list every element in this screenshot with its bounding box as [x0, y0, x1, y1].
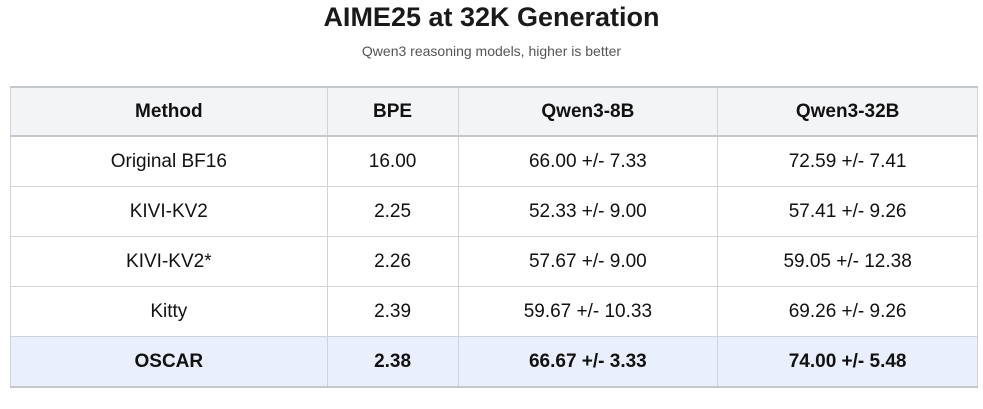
- table-cell: Original BF16: [10, 135, 328, 187]
- table-cell: 59.67 +/- 10.33: [457, 286, 719, 337]
- title: AIME25 at 32K Generation: [323, 2, 660, 32]
- table-row: KIVI-KV2* 2.26 57.67 +/- 9.00 59.05 +/- 12.…: [10, 236, 978, 287]
- table-body: Original BF16 16.00 66.00 +/- 7.33 72.59 +/…: [10, 135, 978, 388]
- table-cell: 57.41 +/- 9.26: [717, 186, 978, 237]
- table-cell: 2.39: [326, 286, 459, 337]
- table-cell: 52.33 +/- 9.00: [457, 186, 719, 237]
- table-row: OSCAR 2.38 66.67 +/- 3.33 74.00 +/- 5.48: [10, 336, 978, 388]
- table-row: Original BF16 16.00 66.00 +/- 7.33 72.59 +/…: [10, 135, 978, 187]
- table-cell: 66.67 +/- 3.33: [457, 336, 719, 388]
- table-cell: 16.00: [326, 135, 459, 187]
- column-header: BPE: [326, 86, 459, 137]
- table-cell: 74.00 +/- 5.48: [717, 336, 978, 388]
- header-row: Method BPE Qwen3-8B Qwen3-32B: [10, 86, 978, 137]
- table-cell: KIVI-KV2*: [10, 236, 328, 287]
- table-cell: 69.26 +/- 9.26: [717, 286, 978, 337]
- table-cell: 2.26: [326, 236, 459, 287]
- table-row: KIVI-KV2 2.25 52.33 +/- 9.00 57.41 +/- 9.26: [10, 186, 978, 237]
- table-cell: 2.25: [326, 186, 459, 237]
- table-cell: KIVI-KV2: [10, 186, 328, 237]
- table-cell: 2.38: [326, 336, 459, 388]
- table-cell: Kitty: [10, 286, 328, 337]
- table-cell: 72.59 +/- 7.41: [717, 135, 978, 187]
- table-row: Kitty 2.39 59.67 +/- 10.33 69.26 +/- 9.26: [10, 286, 978, 337]
- table-cell: 57.67 +/- 9.00: [457, 236, 719, 287]
- table-cell: 66.00 +/- 7.33: [457, 135, 719, 187]
- column-header: Qwen3-8B: [457, 86, 719, 137]
- table-cell: OSCAR: [10, 336, 328, 388]
- column-header: Qwen3-32B: [717, 86, 978, 137]
- column-header: Method: [10, 86, 328, 137]
- subtitle: Qwen3 reasoning models, higher is better: [361, 43, 622, 59]
- table-cell: 59.05 +/- 12.38: [717, 236, 978, 287]
- results-table: Method BPE Qwen3-8B Qwen3-32B Original BF16…: [10, 86, 978, 388]
